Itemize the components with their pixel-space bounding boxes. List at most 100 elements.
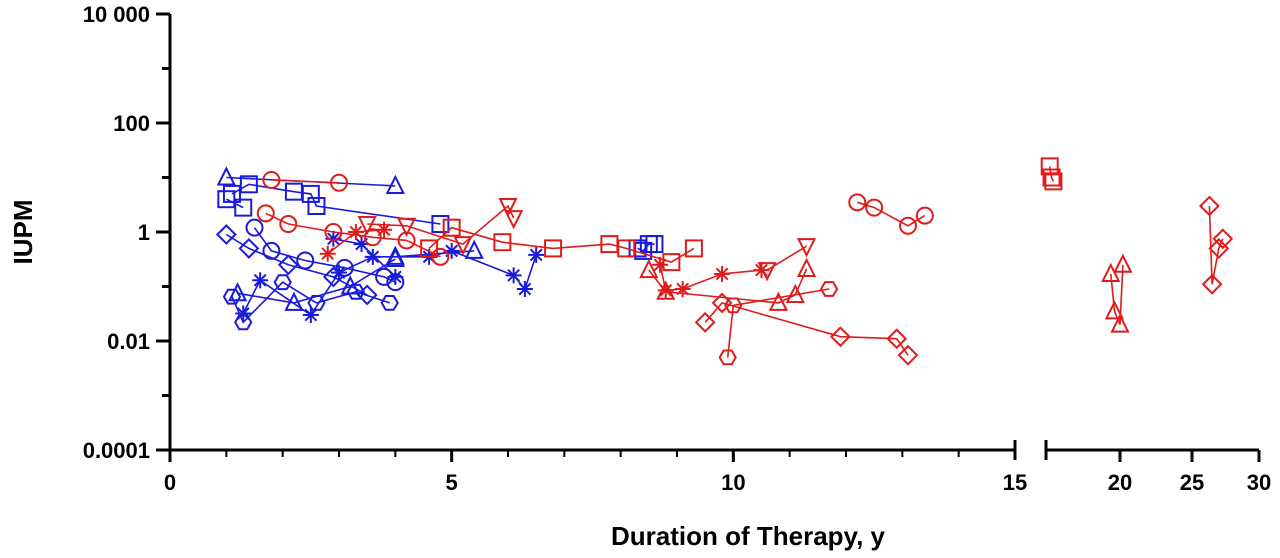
data-point	[656, 280, 676, 300]
data-point	[1199, 195, 1220, 217]
series-25	[1199, 195, 1234, 295]
series-16	[319, 221, 393, 262]
data-point	[324, 223, 343, 241]
x-tick-label: 30	[1247, 470, 1271, 495]
data-point	[325, 230, 342, 247]
data-point	[239, 175, 258, 194]
series-line	[271, 179, 340, 184]
data-point	[238, 237, 260, 259]
y-tick-label: 0.01	[107, 329, 150, 354]
data-point	[1104, 300, 1125, 320]
x-ticks: 0 5 10 15 20 25 30	[164, 450, 1271, 495]
data-point	[396, 217, 417, 238]
data-point	[376, 221, 393, 238]
data-point	[516, 280, 533, 297]
data-point	[819, 281, 839, 297]
series-5	[215, 224, 378, 306]
data-point	[684, 239, 703, 258]
y-tick-label: 0.0001	[83, 438, 150, 463]
data-point	[252, 272, 269, 289]
data-point	[1110, 313, 1130, 333]
series-line	[726, 288, 830, 358]
data-point	[1201, 273, 1223, 295]
data-point	[464, 239, 484, 259]
data-point	[245, 218, 264, 237]
data-point	[674, 280, 691, 297]
data-point	[340, 275, 360, 295]
series-line	[237, 258, 396, 304]
data-point	[284, 291, 304, 311]
data-point	[387, 268, 404, 285]
series-7	[222, 274, 399, 331]
data-point	[645, 235, 664, 254]
data-point	[796, 257, 817, 277]
data-point	[277, 254, 299, 276]
data-point	[363, 228, 382, 247]
data-point	[504, 210, 524, 230]
series-12	[262, 170, 348, 192]
data-point	[1212, 228, 1234, 250]
data-point	[302, 306, 319, 323]
data-point	[222, 288, 242, 305]
data-point	[235, 305, 252, 322]
data-point	[385, 245, 405, 265]
series-line	[1208, 205, 1224, 285]
data-point	[234, 314, 253, 331]
series-3	[217, 190, 253, 217]
data-point	[307, 196, 326, 215]
x-tick-label: 15	[1003, 470, 1027, 495]
data-point	[505, 267, 522, 284]
series-line	[253, 227, 396, 283]
data-point	[639, 258, 659, 279]
series-15	[357, 197, 524, 256]
x-axis-title: Duration of Therapy, y	[611, 521, 886, 551]
x-tick-label: 20	[1108, 470, 1132, 495]
data-point	[897, 344, 919, 366]
data-point	[694, 311, 716, 333]
data-point	[617, 239, 636, 258]
data-point	[915, 206, 934, 225]
series-6	[245, 218, 405, 292]
data-point	[1113, 253, 1133, 273]
y-tick-label: 1	[138, 220, 150, 245]
data-point	[886, 328, 908, 350]
data-point	[330, 173, 348, 192]
data-point	[528, 246, 545, 263]
series-23	[1040, 157, 1063, 191]
series-24	[1101, 253, 1133, 333]
data-point	[420, 239, 439, 258]
data-point	[829, 326, 851, 348]
data-point	[865, 198, 884, 217]
data-point	[356, 284, 378, 306]
data-point	[724, 297, 743, 314]
data-point	[301, 184, 320, 203]
series-18	[639, 257, 817, 311]
data-point	[498, 197, 518, 218]
data-point	[652, 256, 669, 273]
data-point	[331, 264, 347, 281]
series-1	[216, 166, 405, 194]
data-point	[1042, 168, 1061, 187]
data-point	[431, 215, 450, 234]
data-point	[347, 224, 364, 240]
series-21	[718, 281, 839, 366]
y-tick-label: 10 000	[83, 2, 150, 27]
series-20	[694, 292, 919, 366]
data-point	[1044, 172, 1063, 191]
data-point	[273, 274, 292, 291]
data-point	[442, 218, 461, 237]
data-point	[215, 224, 237, 245]
data-point	[493, 233, 512, 252]
data-point	[796, 238, 817, 258]
data-point	[234, 198, 253, 217]
data-point	[262, 170, 281, 189]
data-point	[346, 283, 366, 300]
data-point	[385, 174, 405, 194]
data-point	[279, 215, 298, 234]
data-point	[256, 204, 275, 223]
data-point	[357, 216, 377, 236]
data-point	[335, 258, 354, 277]
data-point	[319, 245, 336, 262]
data-point	[757, 262, 777, 282]
